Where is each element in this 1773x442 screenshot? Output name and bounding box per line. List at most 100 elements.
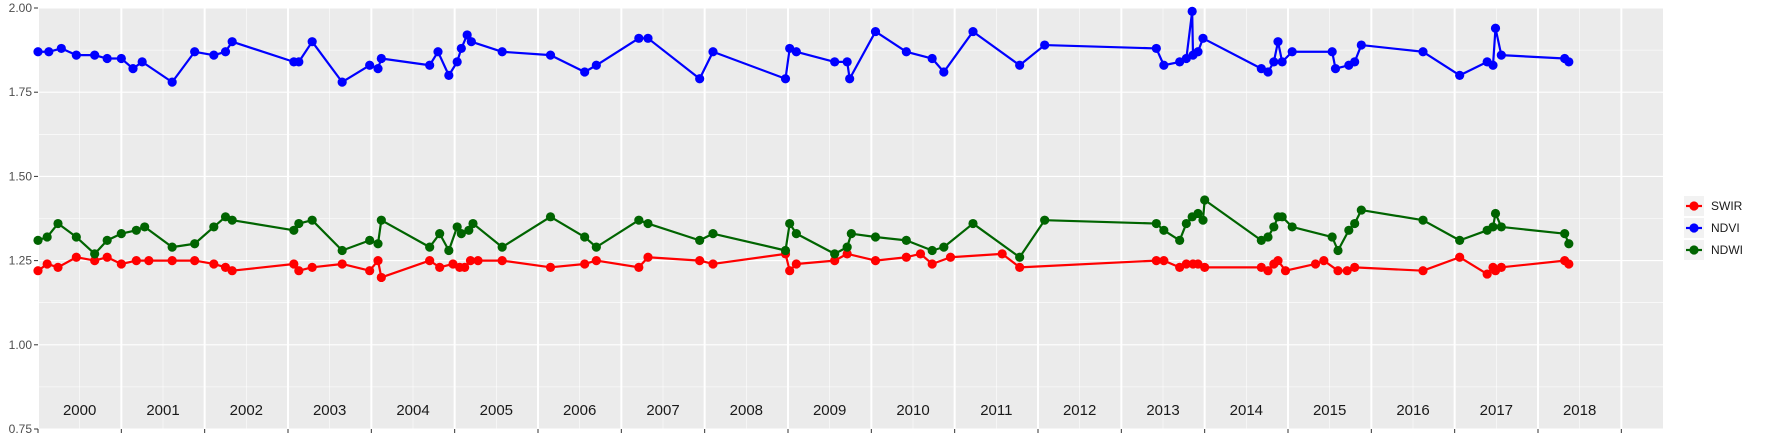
ndwi-point: [780, 245, 791, 256]
ndvi-point: [545, 50, 556, 60]
swir-point: [643, 252, 653, 262]
ndvi-point: [708, 47, 718, 57]
ndwi-point: [1560, 229, 1570, 239]
ndwi-point: [90, 249, 100, 259]
ndwi-point: [545, 212, 556, 222]
swir-point: [1015, 262, 1025, 272]
swir-point: [1496, 262, 1506, 272]
swir-point: [1319, 256, 1329, 266]
ndwi-point: [1151, 218, 1161, 229]
ndvi-point: [580, 67, 590, 77]
swir-point: [1342, 266, 1352, 276]
ndwi-point: [1564, 239, 1574, 249]
ndvi-point: [1277, 57, 1287, 67]
x-tick-label: 2006: [563, 402, 596, 419]
legend-key-point: [1689, 245, 1699, 255]
ndwi-point: [140, 222, 150, 232]
ndwi-point: [1015, 252, 1025, 262]
y-tick-label: 1.75: [9, 85, 33, 99]
ndwi-point: [1356, 205, 1366, 215]
x-tick-label: 2004: [396, 402, 429, 419]
x-tick-label: 2002: [230, 402, 263, 419]
swir-point: [209, 259, 219, 269]
swir-point: [1455, 252, 1465, 262]
ndvi-point: [842, 57, 852, 67]
grid-lines: [37, 7, 1663, 430]
ndvi-point: [1350, 57, 1360, 67]
x-tick-label: 2007: [646, 402, 679, 419]
ndvi-point: [1496, 50, 1506, 60]
swir-point: [997, 249, 1007, 259]
swir-point: [71, 252, 81, 262]
ndwi-point: [1193, 208, 1203, 219]
x-tick-label: 2016: [1396, 402, 1429, 419]
ndvi-point: [1040, 40, 1050, 50]
ndvi-point: [466, 37, 476, 47]
ndwi-point: [1277, 212, 1287, 222]
year-labels: 2000 2001 2002 2003 2004 2005 2006 2007 2008 2009…: [63, 402, 1596, 419]
ndwi-point: [1181, 218, 1191, 229]
ndvi-point: [939, 67, 949, 77]
ndvi-point: [220, 47, 231, 57]
ndvi-point: [116, 53, 126, 64]
ndwi-point: [785, 218, 795, 229]
swir-point: [116, 259, 126, 269]
x-tick-label: 2003: [313, 402, 346, 419]
y-axis: 0.75 1.00 1.25 1.50 1.75 2.00: [9, 1, 38, 436]
ndvi-point: [1455, 70, 1465, 80]
swir-point: [53, 262, 63, 272]
x-axis: [37, 429, 1622, 433]
x-tick-label: 2012: [1063, 402, 1096, 419]
y-tick-label: 1.50: [9, 169, 33, 183]
ndvi-point: [128, 64, 138, 74]
ndwi-point: [42, 232, 52, 242]
ndwi-point: [1344, 225, 1354, 235]
ndwi-point: [708, 229, 718, 239]
ndvi-point: [33, 47, 43, 57]
swir-point: [497, 256, 507, 266]
ndvi-point: [337, 77, 347, 87]
ndwi-point: [71, 232, 81, 242]
swir-point: [1159, 256, 1169, 266]
ndvi-point: [791, 47, 801, 57]
ndwi-point: [365, 235, 375, 245]
legend-label: NDVI: [1711, 221, 1740, 235]
ndwi-point: [695, 235, 705, 245]
ndvi-point: [901, 47, 911, 57]
ndvi-point: [71, 50, 81, 60]
y-tick-label: 0.75: [9, 422, 33, 436]
ndvi-point: [137, 57, 147, 67]
swir-point: [1310, 259, 1321, 269]
x-tick-label: 2013: [1146, 402, 1179, 419]
ndvi-point: [1287, 47, 1297, 57]
ndwi-point: [591, 242, 601, 252]
swir-point: [591, 256, 601, 266]
ndwi-point: [53, 218, 63, 229]
ndwi-point: [927, 245, 937, 256]
ndwi-point: [131, 225, 141, 235]
swir-point: [337, 259, 347, 269]
ndwi-point: [1040, 215, 1050, 225]
ndwi-point: [497, 242, 507, 252]
ndvi-point: [870, 26, 881, 37]
ndvi-point: [968, 26, 978, 37]
x-tick-label: 2015: [1313, 402, 1346, 419]
swir-point: [294, 266, 304, 276]
swir-point: [708, 259, 718, 269]
ndwi-point: [167, 242, 177, 252]
y-tick-label: 1.00: [9, 338, 33, 352]
ndvi-point: [1151, 43, 1161, 54]
legend-label: NDWI: [1711, 243, 1743, 257]
swir-point: [376, 272, 386, 283]
swir-point: [373, 256, 383, 266]
ndvi-point: [452, 57, 462, 67]
ndvi-point: [56, 43, 66, 54]
ndvi-point: [307, 37, 317, 47]
swir-point: [785, 266, 795, 276]
swir-point: [1350, 262, 1360, 272]
ndwi-point: [1287, 222, 1297, 232]
ndvi-point: [1159, 60, 1169, 70]
ndvi-point: [643, 33, 653, 43]
ndwi-point: [1418, 215, 1428, 225]
swir-point: [473, 256, 483, 266]
